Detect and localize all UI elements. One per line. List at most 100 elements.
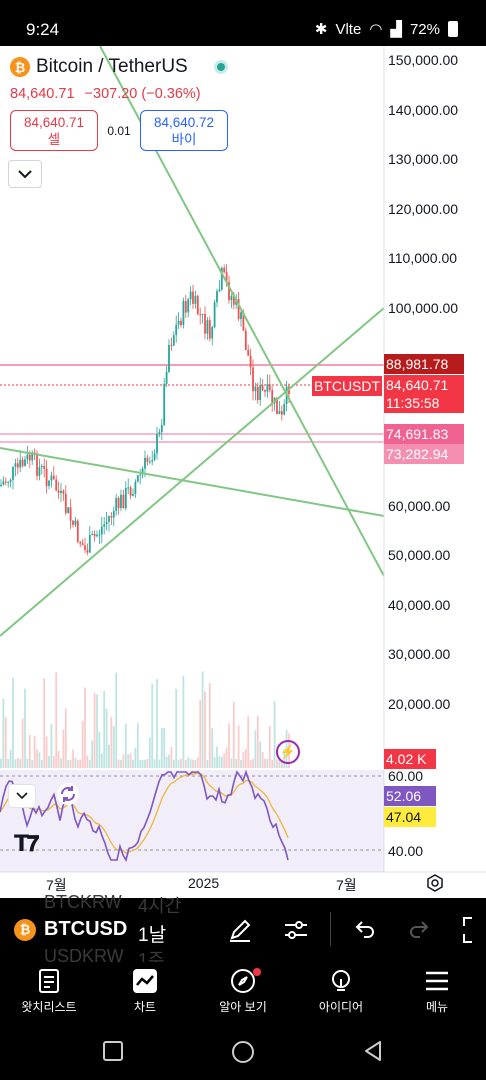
x-axis-label: 2025: [188, 875, 220, 891]
candle-body: [184, 301, 187, 313]
interval-selector[interactable]: 1날: [138, 925, 167, 946]
trendline-ascending[interactable]: [0, 307, 385, 637]
candle-body: [223, 267, 226, 273]
rsi-collapse-button[interactable]: [8, 784, 36, 808]
volume-bar: [206, 759, 209, 768]
bitcoin-logo-icon: ₿: [14, 918, 36, 941]
candle-body: [228, 282, 230, 301]
volume-bars: [0, 671, 290, 768]
volume-bar: [38, 752, 41, 768]
y-axis-label: 50,000.00: [388, 547, 451, 563]
candle-body: [268, 384, 271, 391]
resistance-price-tag[interactable]: 88,981.78: [384, 354, 464, 374]
volume-bar: [184, 759, 187, 768]
volume-bar: [33, 735, 36, 768]
candle-body: [40, 466, 43, 468]
volume-bar: [199, 699, 202, 768]
volume-bar: [165, 756, 168, 768]
legend-collapse-button[interactable]: [8, 160, 42, 188]
symbol-selector[interactable]: ₿ BTCUSD: [14, 918, 127, 941]
buy-button[interactable]: 84,640.72 바이: [140, 110, 228, 151]
bluetooth-icon: ✱: [314, 21, 328, 38]
candle-body: [112, 510, 115, 518]
volume-bar: [127, 754, 130, 768]
volume-bar: [7, 758, 10, 768]
volume-tag: 4.02 K: [384, 749, 436, 769]
volume-bar: [175, 688, 178, 768]
candle-body: [67, 507, 70, 513]
volume-bar: [237, 725, 240, 768]
volume-bar: [218, 756, 221, 768]
chevron-down-icon: [18, 170, 32, 179]
volume-bar: [153, 759, 156, 768]
candle-body: [213, 302, 216, 328]
rsi-panel[interactable]: [0, 770, 384, 872]
candle-body: [12, 466, 14, 480]
explore-icon: [231, 969, 255, 993]
candle-body: [14, 463, 17, 467]
chart-settings-icon[interactable]: [425, 873, 445, 893]
nav-ideas[interactable]: 아이디어: [296, 968, 386, 1015]
flash-icon[interactable]: ⚡: [276, 740, 300, 764]
candle-body: [57, 490, 60, 493]
rsi-line: [0, 769, 289, 863]
buy-price: 84,640.72: [153, 115, 215, 130]
redo-icon[interactable]: [406, 916, 434, 944]
volume-bar: [9, 749, 12, 768]
fullscreen-icon[interactable]: [462, 916, 486, 944]
sync-icon[interactable]: [56, 782, 80, 806]
drawing-tools-icon[interactable]: [226, 916, 254, 944]
nav-chart[interactable]: 차트: [100, 968, 190, 1015]
candle-body: [124, 487, 127, 509]
nav-menu[interactable]: 메뉴: [392, 968, 482, 1015]
volume-bar: [100, 753, 103, 768]
undo-icon[interactable]: [350, 916, 378, 944]
trendline-descending-shallow[interactable]: [0, 447, 385, 517]
symbol-header[interactable]: ₿ Bitcoin / TetherUS: [10, 56, 228, 78]
notification-badge: [253, 968, 261, 976]
volume-bar: [88, 759, 91, 768]
support-price-tag-2[interactable]: 73,282.94: [384, 444, 464, 464]
volume-bar: [115, 672, 118, 768]
candle-body: [84, 545, 86, 550]
candle-body: [98, 534, 101, 536]
x-axis-label: 7월: [46, 877, 67, 893]
candle-body: [72, 520, 74, 525]
nav-label: 메뉴: [425, 1000, 449, 1014]
volume-bar: [158, 759, 161, 768]
volume-bar: [266, 758, 269, 768]
rsi-signal-tag: 47.04: [384, 807, 436, 827]
candle-body: [26, 454, 29, 460]
y-axis-label: 40,000.00: [388, 597, 451, 613]
nav-watchlist[interactable]: 왓치리스트: [4, 968, 94, 1015]
price-chart-canvas[interactable]: [0, 46, 486, 898]
candle-body: [247, 349, 250, 356]
candle-body: [50, 475, 53, 481]
candle-body: [208, 320, 211, 339]
candle-body: [24, 459, 26, 466]
volume-bar: [60, 758, 62, 768]
volume-bar: [268, 726, 271, 768]
current-price-tag[interactable]: 84,640.71 11:35:58: [384, 375, 464, 413]
volume-bar: [69, 759, 72, 768]
back-icon[interactable]: [362, 1040, 384, 1062]
candle-body: [230, 296, 233, 301]
volume-bar: [64, 708, 67, 768]
sell-button[interactable]: 84,640.71 셀: [10, 110, 98, 151]
volume-bar: [2, 698, 5, 768]
support-price-tag-1[interactable]: 74,691.83: [384, 424, 464, 444]
volume-bar: [48, 755, 50, 768]
volume-bar: [24, 688, 26, 768]
symbol-name[interactable]: Bitcoin / TetherUS: [36, 56, 188, 77]
recent-apps-icon[interactable]: [102, 1040, 124, 1062]
candle-body: [187, 299, 190, 313]
volume-bar: [213, 756, 216, 768]
chart-area[interactable]: ₿ Bitcoin / TetherUS 84,640.71 −307.20 (…: [0, 46, 486, 898]
nav-label: 알아 보기: [219, 1000, 267, 1014]
indicators-icon[interactable]: [282, 916, 310, 944]
home-icon[interactable]: [231, 1040, 255, 1064]
nav-explore[interactable]: 알아 보기: [198, 968, 288, 1015]
volume-bar: [84, 687, 86, 768]
candle-body: [88, 534, 91, 553]
volume-bar: [74, 757, 77, 768]
